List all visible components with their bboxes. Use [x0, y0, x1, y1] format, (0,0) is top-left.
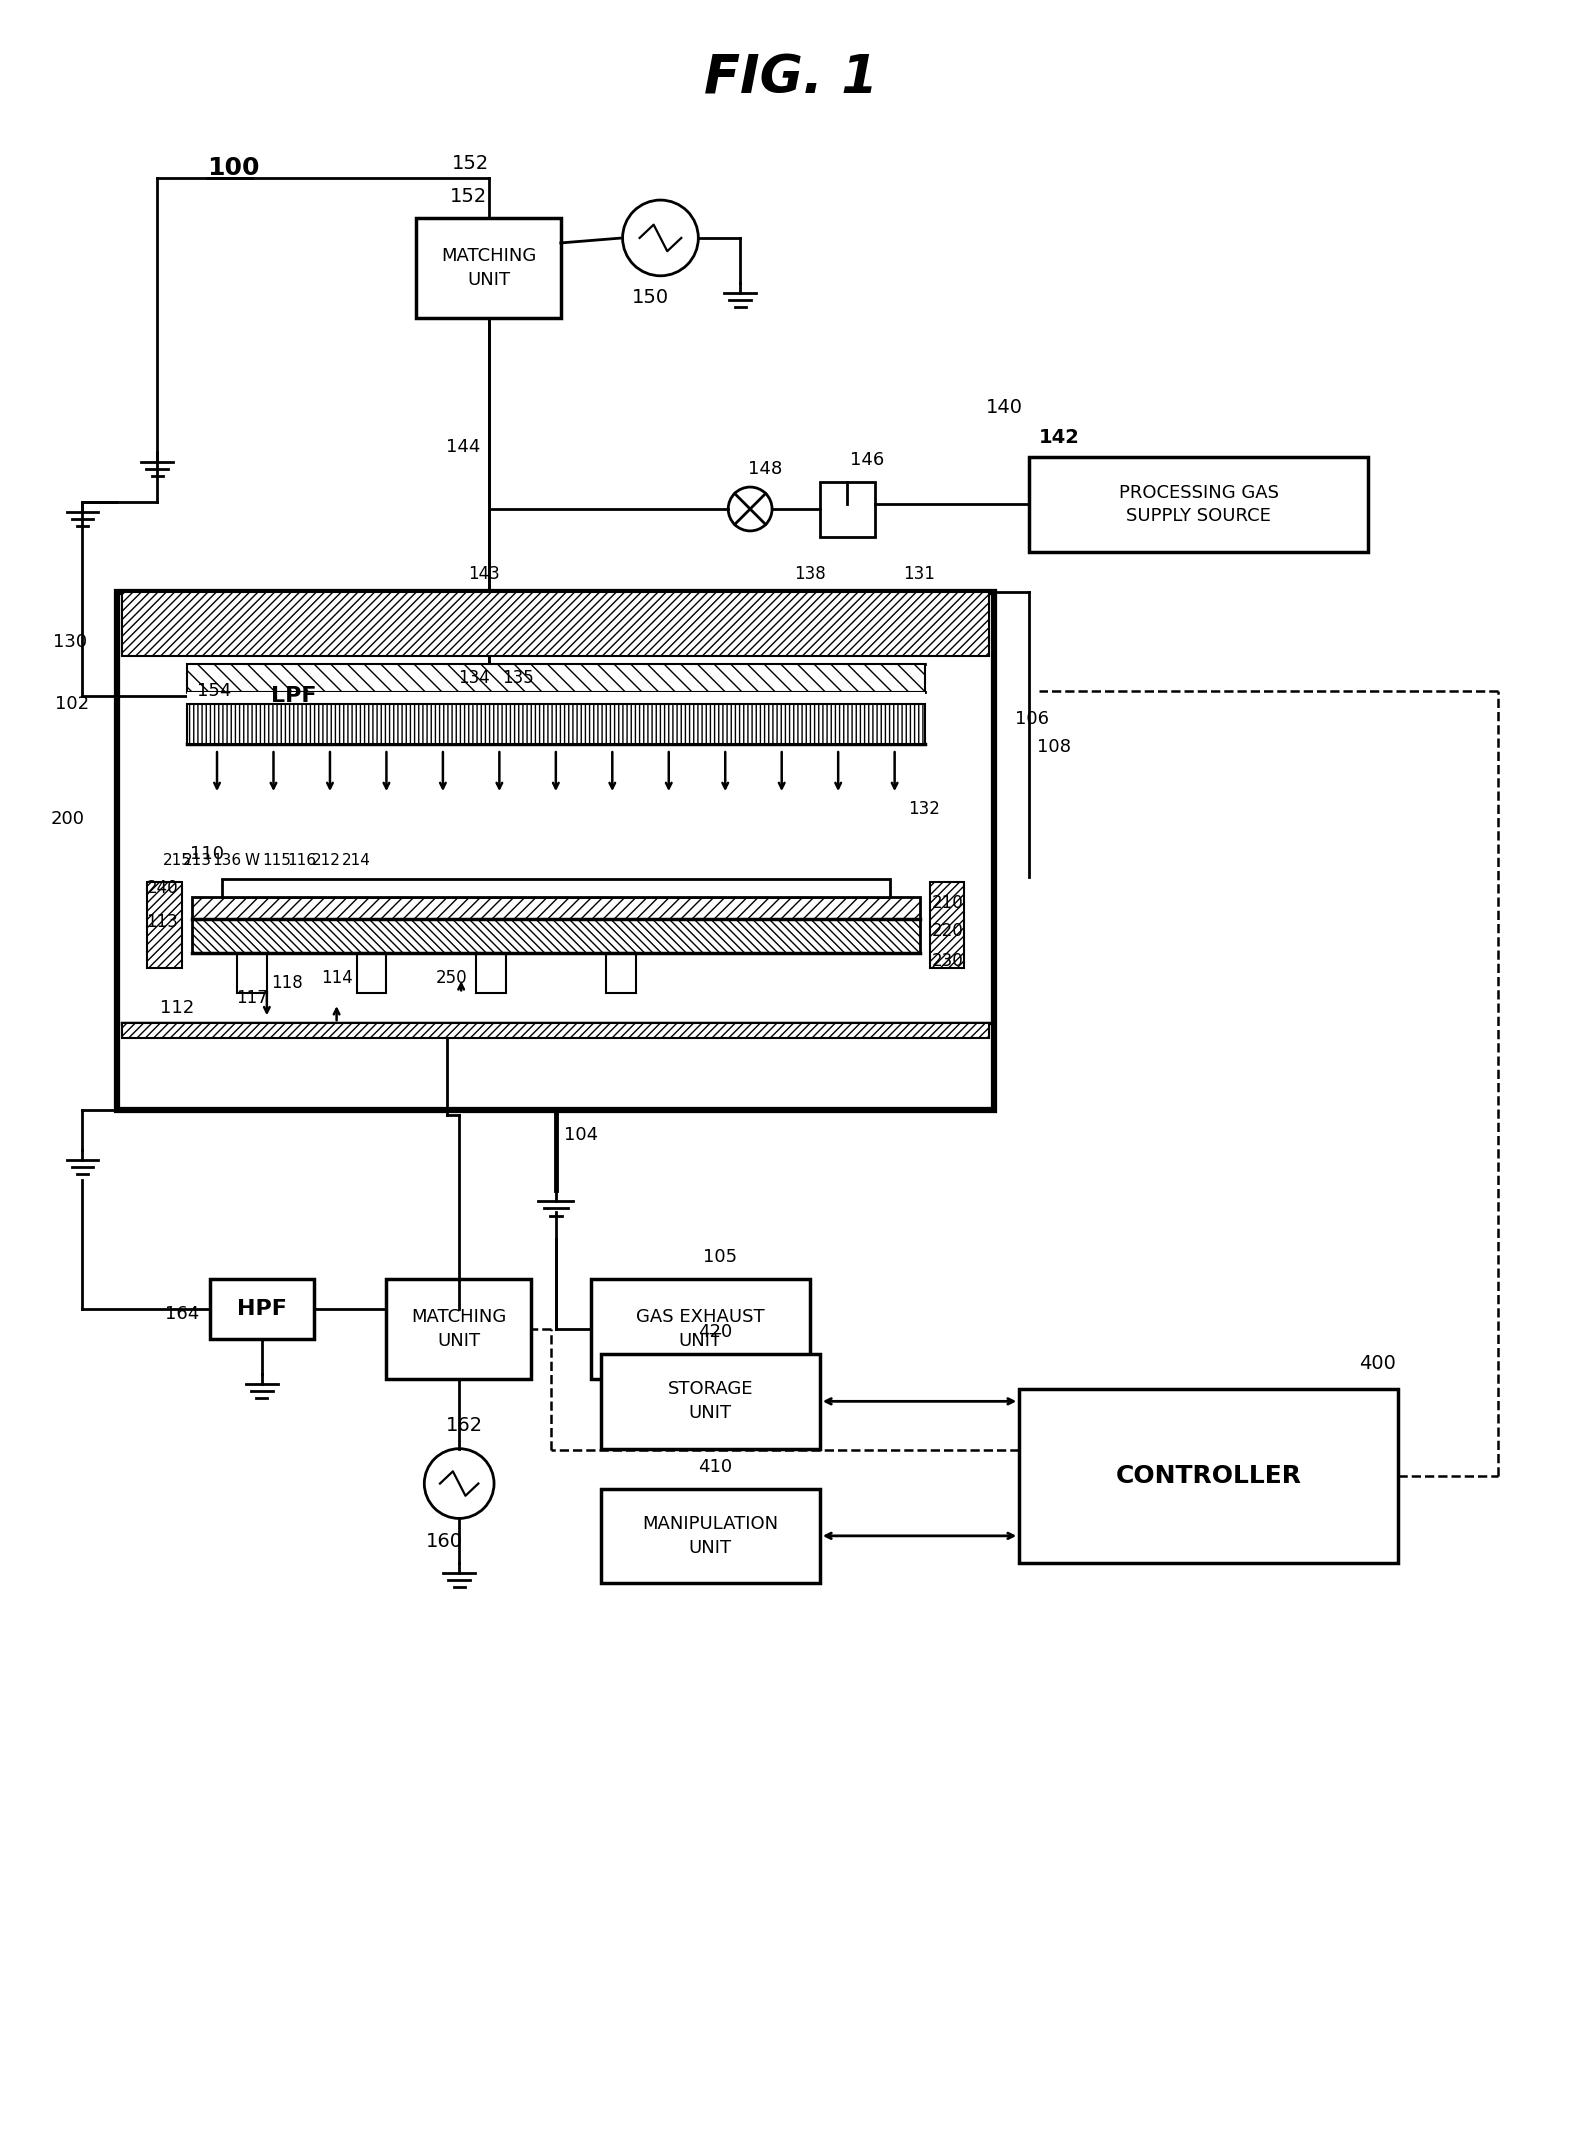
Bar — [819, 482, 875, 538]
Text: 143: 143 — [468, 565, 500, 583]
Bar — [476, 953, 506, 994]
Text: 144: 144 — [446, 439, 481, 456]
Text: 400: 400 — [1359, 1354, 1397, 1373]
Text: STORAGE: STORAGE — [668, 1379, 753, 1399]
Text: 131: 131 — [903, 565, 935, 583]
Text: 116: 116 — [288, 853, 316, 868]
Bar — [187, 692, 924, 705]
Text: UNIT: UNIT — [467, 270, 509, 289]
Text: UNIT: UNIT — [437, 1332, 481, 1349]
Bar — [237, 953, 267, 994]
Text: 210: 210 — [932, 893, 963, 912]
Text: 150: 150 — [631, 289, 669, 306]
Bar — [1019, 1388, 1398, 1564]
Bar — [601, 1489, 819, 1583]
Text: UNIT: UNIT — [679, 1332, 721, 1349]
Text: 420: 420 — [698, 1324, 732, 1341]
Text: 106: 106 — [1016, 711, 1049, 728]
Text: 135: 135 — [503, 670, 535, 688]
Text: 214: 214 — [342, 853, 370, 868]
Bar — [187, 664, 924, 692]
Text: MANIPULATION: MANIPULATION — [642, 1514, 778, 1534]
Text: LPF: LPF — [271, 685, 316, 707]
Bar — [122, 1024, 989, 1039]
Text: MATCHING: MATCHING — [441, 246, 536, 266]
Bar — [930, 883, 965, 968]
Text: UNIT: UNIT — [688, 1538, 732, 1557]
Bar — [122, 591, 989, 655]
Text: PROCESSING GAS: PROCESSING GAS — [1118, 484, 1278, 501]
Bar — [606, 953, 636, 994]
Text: 213: 213 — [182, 853, 212, 868]
Text: FIG. 1: FIG. 1 — [704, 54, 878, 105]
Text: HPF: HPF — [237, 1300, 286, 1319]
Text: 230: 230 — [932, 953, 963, 970]
Text: 140: 140 — [986, 398, 1022, 418]
Text: 134: 134 — [457, 670, 489, 688]
Bar — [117, 591, 993, 1110]
Text: 250: 250 — [435, 970, 467, 987]
Text: 160: 160 — [426, 1532, 462, 1551]
Text: 154: 154 — [196, 683, 231, 700]
Text: 152: 152 — [449, 186, 487, 206]
Text: 100: 100 — [207, 156, 259, 180]
Text: SUPPLY SOURCE: SUPPLY SOURCE — [1126, 508, 1270, 525]
Bar — [590, 1279, 810, 1379]
Text: 104: 104 — [563, 1127, 598, 1144]
Text: 136: 136 — [212, 853, 242, 868]
Bar — [209, 1279, 315, 1339]
Bar — [191, 897, 919, 919]
Text: 113: 113 — [146, 912, 179, 930]
Bar — [356, 953, 386, 994]
Text: 148: 148 — [748, 461, 782, 478]
Text: 118: 118 — [271, 975, 302, 992]
Text: 114: 114 — [321, 970, 353, 987]
Text: MATCHING: MATCHING — [411, 1309, 506, 1326]
Text: 112: 112 — [160, 998, 195, 1017]
Text: 142: 142 — [1039, 428, 1079, 448]
Text: 117: 117 — [236, 990, 267, 1007]
Text: W: W — [244, 853, 259, 868]
Bar — [416, 218, 560, 317]
Bar — [187, 705, 924, 743]
Bar — [221, 878, 889, 897]
Text: 212: 212 — [312, 853, 342, 868]
Text: 162: 162 — [446, 1416, 483, 1435]
Text: 102: 102 — [55, 696, 90, 713]
Text: 110: 110 — [190, 844, 225, 863]
Text: 220: 220 — [932, 921, 963, 940]
Bar — [242, 668, 346, 726]
Text: CONTROLLER: CONTROLLER — [1115, 1465, 1302, 1489]
Bar — [601, 1354, 819, 1448]
Text: 240: 240 — [147, 878, 179, 897]
Bar — [386, 1279, 532, 1379]
Text: 108: 108 — [1038, 739, 1071, 756]
Bar — [147, 883, 182, 968]
Text: 410: 410 — [698, 1457, 732, 1476]
Bar — [191, 919, 919, 953]
Text: 152: 152 — [452, 154, 489, 174]
Text: 105: 105 — [702, 1249, 737, 1266]
Text: GAS EXHAUST: GAS EXHAUST — [636, 1309, 764, 1326]
Text: 164: 164 — [165, 1304, 199, 1324]
Bar — [1030, 456, 1368, 553]
Text: 146: 146 — [850, 452, 884, 469]
Text: 132: 132 — [908, 799, 940, 818]
Text: 200: 200 — [51, 810, 84, 829]
Text: 138: 138 — [794, 565, 826, 583]
Text: 115: 115 — [263, 853, 291, 868]
Text: 215: 215 — [163, 853, 191, 868]
Text: 130: 130 — [54, 632, 87, 651]
Text: UNIT: UNIT — [688, 1405, 732, 1422]
